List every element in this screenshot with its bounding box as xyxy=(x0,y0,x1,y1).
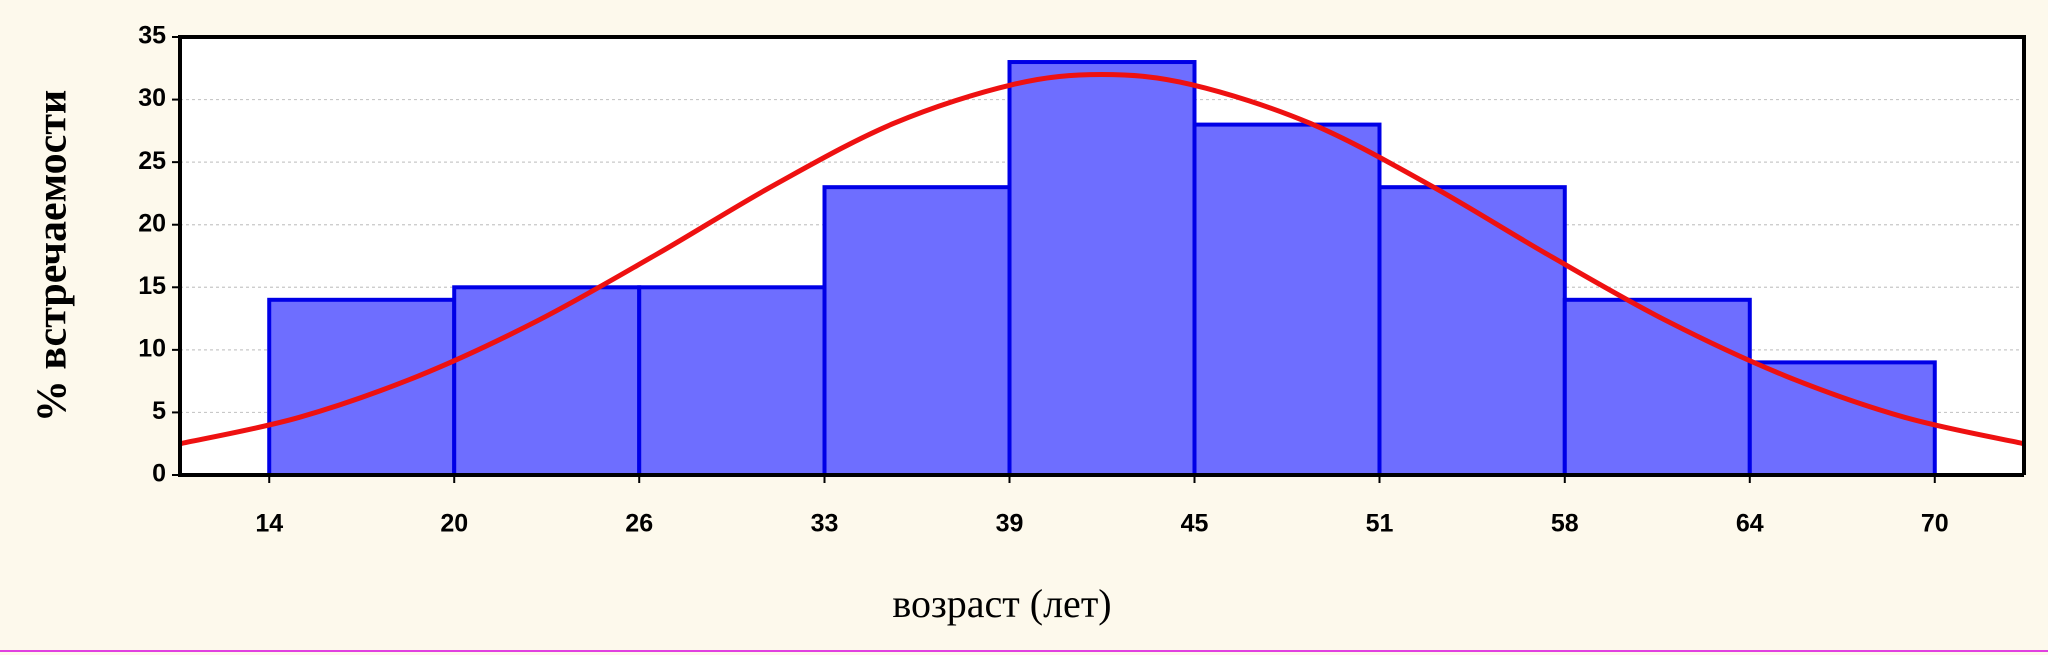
y-tick-label: 0 xyxy=(152,460,166,488)
y-tick-label: 5 xyxy=(152,397,166,425)
x-tick-label: 58 xyxy=(1551,510,1579,538)
y-tick-label: 35 xyxy=(138,22,166,50)
bar xyxy=(1007,60,1197,478)
bar xyxy=(822,185,1012,478)
plot-frame xyxy=(178,35,2026,477)
y-tick-label: 20 xyxy=(138,209,166,237)
x-tick-label: 20 xyxy=(440,510,468,538)
y-axis-label: % встречаемости xyxy=(30,90,76,422)
fit-curve xyxy=(179,72,2025,447)
bar xyxy=(267,297,457,477)
x-tick-label: 39 xyxy=(996,510,1024,538)
x-tick-label: 51 xyxy=(1366,510,1394,538)
x-tick-label: 64 xyxy=(1736,510,1764,538)
bar xyxy=(1562,297,1752,477)
x-tick-label: 14 xyxy=(255,510,283,538)
x-tick-label: 26 xyxy=(625,510,653,538)
x-tick-label: 45 xyxy=(1181,510,1209,538)
x-axis-label: возраст (лет) xyxy=(892,581,1111,626)
bar xyxy=(637,285,827,477)
bar xyxy=(1377,185,1567,478)
bar xyxy=(1192,122,1382,477)
x-tick-label: 33 xyxy=(811,510,839,538)
x-tick-label: 70 xyxy=(1921,510,1949,538)
y-tick-label: 25 xyxy=(138,147,166,175)
y-tick-label: 15 xyxy=(138,272,166,300)
y-tick-label: 10 xyxy=(138,334,166,362)
y-tick-label: 30 xyxy=(138,84,166,112)
